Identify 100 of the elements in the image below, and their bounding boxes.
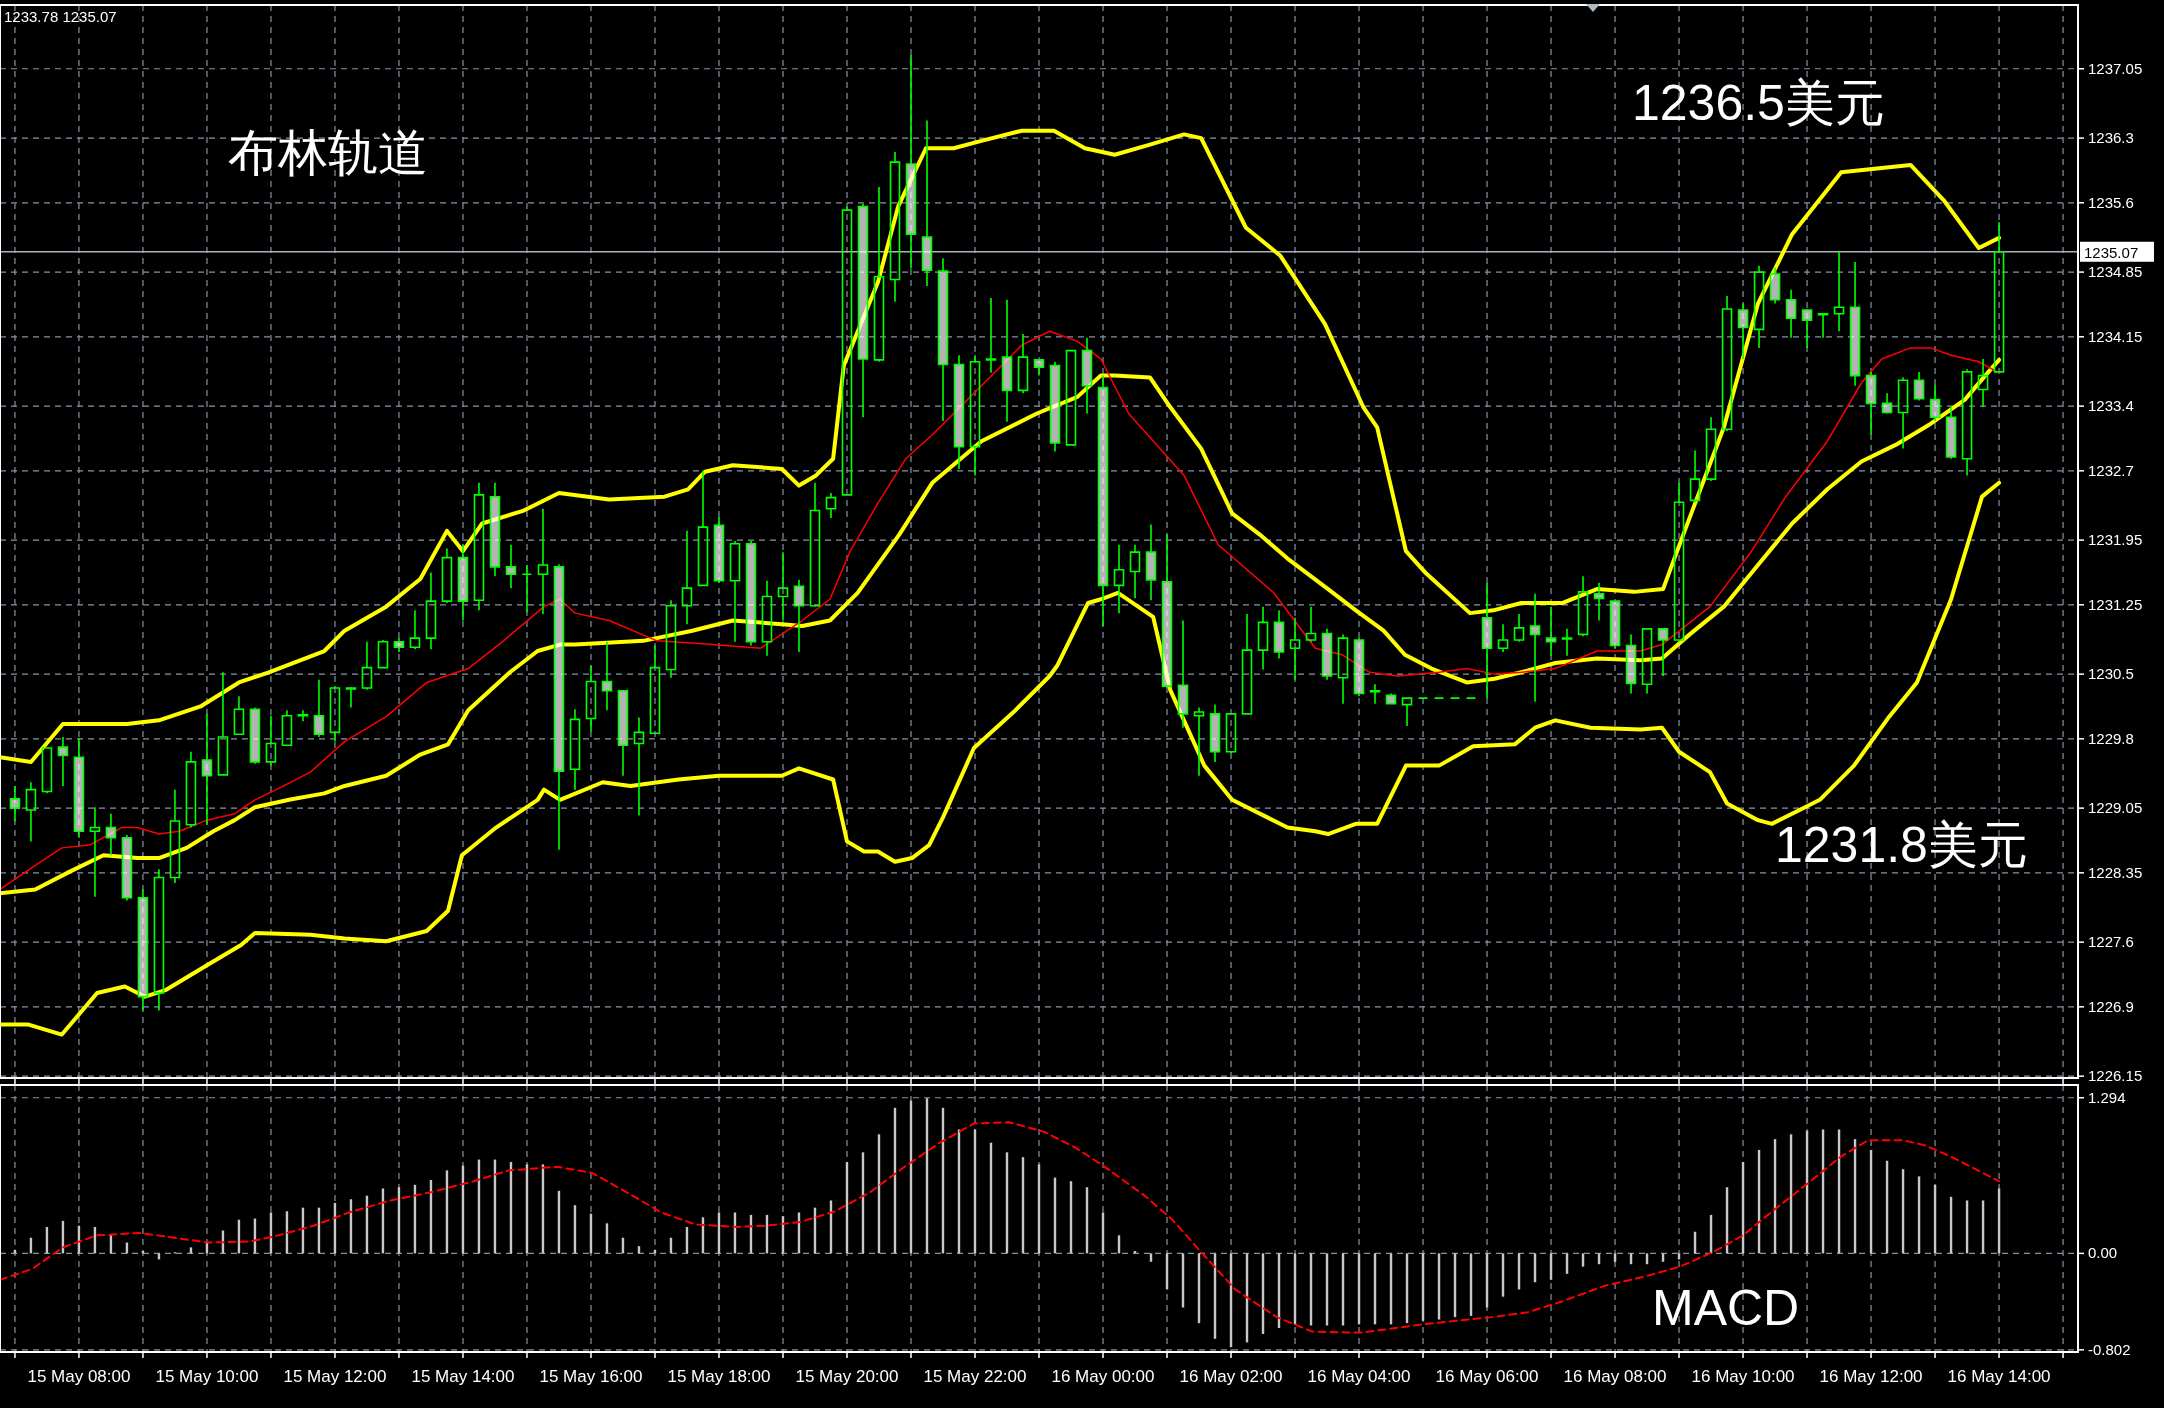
candlestick bbox=[1065, 349, 1077, 446]
candlestick bbox=[1081, 336, 1093, 415]
candlestick bbox=[121, 834, 133, 902]
candlestick bbox=[409, 609, 421, 650]
candlestick bbox=[1289, 616, 1301, 681]
x-tick-label: 16 May 00:00 bbox=[1051, 1367, 1155, 1386]
candlestick bbox=[329, 685, 341, 743]
candlestick bbox=[537, 507, 549, 615]
candlestick bbox=[313, 678, 325, 738]
candlestick bbox=[953, 354, 965, 470]
y-tick-label: 1233.4 bbox=[2088, 397, 2134, 415]
candlestick bbox=[1561, 628, 1573, 657]
candlestick bbox=[1833, 250, 1845, 333]
candlestick bbox=[793, 579, 805, 653]
candlestick bbox=[1033, 358, 1045, 377]
candlestick bbox=[713, 516, 725, 584]
candlestick bbox=[1625, 633, 1637, 695]
candlestick bbox=[905, 54, 917, 270]
y-tick-label: 1236.3 bbox=[2088, 129, 2134, 147]
candlestick bbox=[1353, 637, 1365, 698]
y-tick-label: 1.294 bbox=[2088, 1088, 2126, 1106]
x-tick-label: 16 May 12:00 bbox=[1819, 1367, 1923, 1386]
candlestick bbox=[1481, 581, 1493, 699]
candlestick bbox=[1017, 333, 1029, 394]
candlestick bbox=[1513, 613, 1525, 643]
candlestick bbox=[1273, 609, 1285, 660]
candlestick bbox=[1225, 713, 1237, 755]
candlestick bbox=[489, 482, 501, 577]
candlestick bbox=[137, 888, 149, 1012]
x-tick-label: 16 May 10:00 bbox=[1691, 1367, 1795, 1386]
y-tick-label: 1230.5 bbox=[2088, 665, 2134, 683]
y-tick-label: 1231.25 bbox=[2088, 595, 2143, 613]
candlestick bbox=[1401, 697, 1413, 727]
annotation: MACD bbox=[1652, 1280, 1800, 1336]
candlestick bbox=[153, 868, 165, 1012]
y-tick-label: -0.802 bbox=[2088, 1340, 2131, 1358]
candlestick bbox=[601, 640, 613, 711]
bar bbox=[1613, 1253, 1617, 1262]
candlestick bbox=[1001, 299, 1013, 423]
y-tick-label: 1234.15 bbox=[2088, 327, 2143, 345]
candlestick bbox=[1705, 416, 1717, 482]
candlestick bbox=[1369, 683, 1381, 705]
y-tick-label: 1229.8 bbox=[2088, 729, 2134, 747]
candlestick bbox=[1497, 623, 1509, 653]
candlestick bbox=[1209, 703, 1221, 763]
y-tick-label: 1235.6 bbox=[2088, 193, 2134, 211]
candlestick bbox=[73, 737, 85, 839]
y-tick-label: 1226.15 bbox=[2088, 1067, 2143, 1085]
candlestick bbox=[425, 571, 437, 650]
candlestick bbox=[361, 640, 373, 691]
candlestick bbox=[457, 543, 469, 622]
candlestick bbox=[25, 781, 37, 843]
candlestick bbox=[937, 257, 949, 422]
candlestick bbox=[1145, 523, 1157, 601]
candlestick bbox=[1769, 266, 1781, 305]
candlestick bbox=[201, 713, 213, 826]
candlestick bbox=[41, 747, 53, 795]
candlestick bbox=[9, 785, 21, 822]
x-tick-label: 15 May 10:00 bbox=[155, 1367, 259, 1386]
candlestick bbox=[761, 579, 773, 657]
annotation: 1231.8美元 bbox=[1775, 817, 2028, 873]
candlestick bbox=[617, 689, 629, 777]
candlestick bbox=[1593, 581, 1605, 622]
annotation: 1236.5美元 bbox=[1632, 75, 1885, 131]
x-tick-label: 15 May 12:00 bbox=[283, 1367, 387, 1386]
candlestick bbox=[1241, 613, 1253, 715]
text: 布林轨道 bbox=[228, 125, 428, 181]
candlestick bbox=[1257, 605, 1269, 671]
candlestick bbox=[825, 492, 837, 519]
candlestick bbox=[185, 750, 197, 829]
candlestick bbox=[1337, 633, 1349, 705]
y-tick-label: 1232.7 bbox=[2088, 461, 2134, 479]
candlestick bbox=[1177, 619, 1189, 729]
candlestick bbox=[921, 119, 933, 287]
candlestick bbox=[1545, 605, 1557, 657]
candlestick bbox=[1977, 358, 1989, 408]
candlestick bbox=[217, 671, 229, 777]
candlestick bbox=[265, 714, 277, 767]
candlestick bbox=[1529, 592, 1541, 703]
candlestick bbox=[1785, 288, 1797, 339]
y-tick-label: 1234.85 bbox=[2088, 263, 2143, 281]
candlestick bbox=[1129, 543, 1141, 600]
candlestick bbox=[1753, 264, 1765, 349]
candlestick bbox=[1801, 308, 1813, 349]
candlestick bbox=[1961, 368, 1973, 477]
x-tick-label: 16 May 04:00 bbox=[1307, 1367, 1411, 1386]
y-tick-label: 1226.9 bbox=[2088, 997, 2134, 1015]
candlestick bbox=[1897, 376, 1909, 450]
candlestick bbox=[1817, 312, 1829, 339]
x-tick-label: 16 May 14:00 bbox=[1947, 1367, 2051, 1386]
candlestick bbox=[665, 599, 677, 679]
x-tick-label: 15 May 20:00 bbox=[795, 1367, 899, 1386]
y-tick-label: 1227.6 bbox=[2088, 933, 2134, 951]
candlestick bbox=[169, 788, 181, 884]
candlestick bbox=[745, 540, 757, 647]
annotation: 1233.78 1235.07 bbox=[4, 8, 117, 25]
candlestick bbox=[1993, 221, 2005, 373]
candlestick bbox=[281, 709, 293, 748]
candlestick bbox=[1049, 360, 1061, 453]
candlestick bbox=[1737, 302, 1749, 360]
